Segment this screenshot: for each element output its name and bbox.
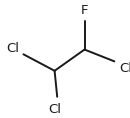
Text: Cl: Cl <box>6 42 20 55</box>
Text: F: F <box>81 4 88 17</box>
Text: Cl: Cl <box>48 103 61 116</box>
Text: Cl: Cl <box>120 62 130 75</box>
